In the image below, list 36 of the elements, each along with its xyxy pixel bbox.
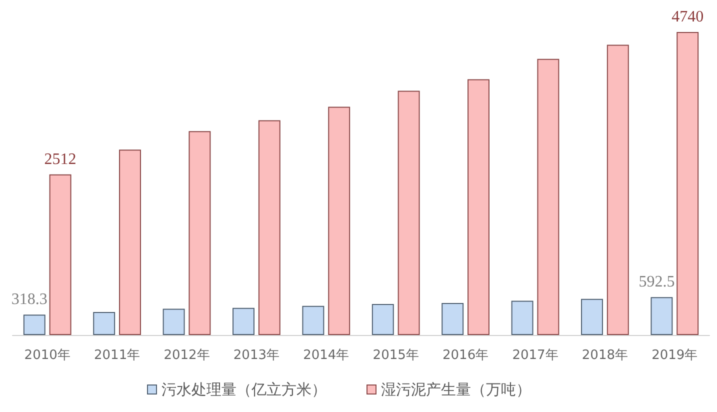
data-label: 318.3 xyxy=(11,291,48,308)
bar xyxy=(676,32,699,335)
bar xyxy=(232,308,254,335)
bar xyxy=(162,308,185,335)
data-label: 2512 xyxy=(44,150,76,168)
bar xyxy=(537,58,560,335)
bar xyxy=(302,306,324,335)
bar xyxy=(328,106,350,335)
x-tick-label: 2019年 xyxy=(652,348,698,363)
bar xyxy=(93,312,116,335)
bar xyxy=(119,150,141,335)
bar xyxy=(398,90,420,335)
x-tick-label: 2016年 xyxy=(442,348,489,363)
bar xyxy=(650,297,673,335)
x-tick-label: 2015年 xyxy=(372,348,419,363)
bar xyxy=(23,314,46,335)
bar xyxy=(372,304,394,335)
x-tick-label: 2010年 xyxy=(24,348,70,363)
bar xyxy=(49,174,72,335)
bar xyxy=(188,131,211,335)
legend-label: 污水处理量（亿立方米） xyxy=(162,380,326,398)
x-tick-label: 2012年 xyxy=(164,348,210,363)
bar xyxy=(581,298,603,335)
bar xyxy=(442,303,464,335)
bar xyxy=(258,120,280,335)
bar xyxy=(511,300,534,335)
bar xyxy=(468,79,490,335)
x-tick-label: 2013年 xyxy=(233,348,280,363)
x-tick-label: 2018年 xyxy=(582,348,628,363)
x-tick-label: 2011年 xyxy=(94,348,140,363)
x-tick-label: 2017年 xyxy=(512,348,558,363)
legend-label: 湿污泥产生量（万吨） xyxy=(381,380,531,398)
x-tick-label: 2014年 xyxy=(303,348,350,363)
data-label: 4740 xyxy=(672,8,704,26)
data-label: 592.5 xyxy=(638,274,675,291)
bar xyxy=(606,44,629,335)
